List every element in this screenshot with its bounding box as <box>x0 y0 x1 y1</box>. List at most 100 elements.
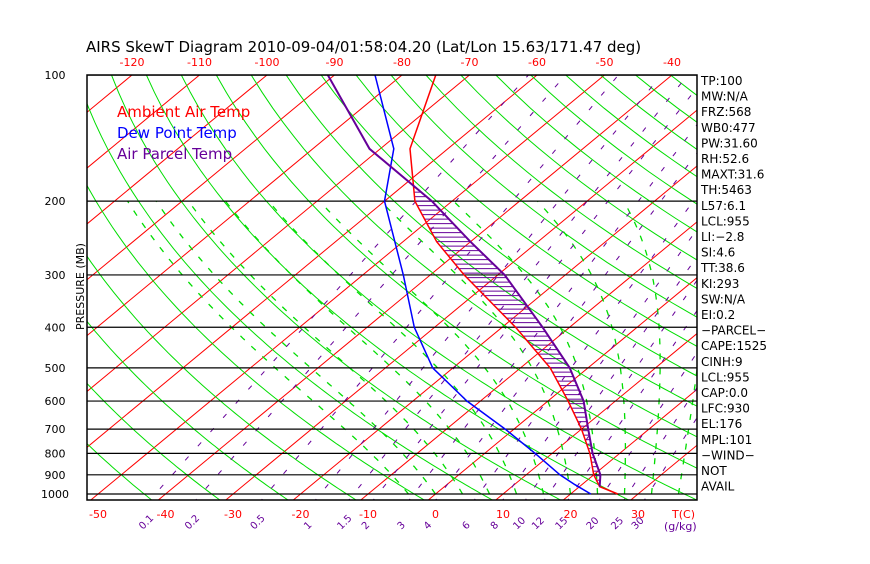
pressure-tick-label: 600 <box>45 395 66 408</box>
mixing-ratio-line <box>313 75 661 503</box>
mixing-ratio-tick-label: 0.5 <box>249 513 268 532</box>
dry-adiabat-line <box>461 75 870 503</box>
legend-entry: Ambient Air Temp <box>117 103 250 121</box>
sounding-index: AVAIL <box>701 480 735 494</box>
legend-entry: Air Parcel Temp <box>117 145 232 163</box>
sounding-index: SW:N/A <box>701 292 746 306</box>
pressure-tick-label: 100 <box>45 69 66 82</box>
bottom-temp-tick-label: -20 <box>292 508 310 521</box>
mixing-ratio-tick-label: 4 <box>422 520 434 532</box>
pressure-tick-label: 200 <box>45 195 66 208</box>
sounding-index: LI:−2.8 <box>701 230 744 244</box>
top-temp-tick-label: -110 <box>187 56 212 69</box>
moist-adiabat-line <box>156 201 435 494</box>
mixing-ratio-unit-label: (g/kg) <box>664 520 697 533</box>
pressure-tick-label: 900 <box>45 469 66 482</box>
top-temp-tick-label: -120 <box>120 56 145 69</box>
sounding-index: PW:31.60 <box>701 136 758 150</box>
sounding-index: KI:293 <box>701 277 739 291</box>
mixing-ratio-line <box>259 75 618 503</box>
mixing-ratio-tick-label: 12 <box>530 515 547 532</box>
sounding-index: CAP:0.0 <box>701 386 748 400</box>
top-temp-tick-label: -90 <box>326 56 344 69</box>
isotherm-line <box>155 56 695 503</box>
sounding-index: LCL:955 <box>701 370 750 384</box>
dry-adiabat-line <box>391 75 870 503</box>
isotherm-line <box>762 56 870 503</box>
mixing-ratio-line <box>523 75 825 503</box>
sounding-index: EL:176 <box>701 417 742 431</box>
sounding-index: MW:N/A <box>701 90 749 104</box>
mixing-ratio-tick-label: 0.2 <box>183 513 202 532</box>
top-temp-tick-label: -50 <box>596 56 614 69</box>
pressure-tick-label: 500 <box>45 362 66 375</box>
mixing-ratio-line <box>542 75 839 503</box>
mixing-ratio-line <box>407 75 735 503</box>
moist-adiabat-line <box>128 201 409 494</box>
sounding-index: NOT <box>701 464 727 478</box>
pressure-tick-label: 700 <box>45 423 66 436</box>
sounding-index: −WIND− <box>701 448 755 462</box>
dry-adiabat-line <box>775 75 870 503</box>
bottom-temp-tick-label: 0 <box>432 508 439 521</box>
sounding-index: CAPE:1525 <box>701 339 767 353</box>
dry-adiabat-line <box>426 75 870 503</box>
top-temp-tick-label: -40 <box>663 56 681 69</box>
top-temp-tick-label: -80 <box>393 56 411 69</box>
moist-adiabat-line <box>269 201 517 494</box>
sounding-index: L57:6.1 <box>701 199 746 213</box>
sounding-index: TH:5463 <box>700 183 752 197</box>
pressure-tick-label: 800 <box>45 447 66 460</box>
mixing-ratio-tick-label: 8 <box>489 520 501 532</box>
isotherm-line <box>425 56 870 503</box>
mixing-ratio-line <box>501 75 808 503</box>
sounding-index: −PARCEL− <box>701 324 766 338</box>
sounding-index: LCL:955 <box>701 214 750 228</box>
mixing-ratio-tick-label: 25 <box>609 515 626 532</box>
dry-adiabat-line <box>321 75 870 503</box>
mixing-ratio-tick-label: 1.5 <box>335 513 354 532</box>
mixing-ratio-tick-label: 2 <box>360 520 372 532</box>
isotherm-line <box>0 56 223 503</box>
moist-adiabat-line <box>225 201 489 494</box>
top-temp-tick-label: -60 <box>528 56 546 69</box>
dry-adiabat-line <box>181 75 703 503</box>
bottom-temp-tick-label: -40 <box>157 508 175 521</box>
mixing-ratio-tick-label: 1 <box>302 520 314 532</box>
mixing-ratio-tick-label: 6 <box>460 520 472 532</box>
pressure-tick-label: 400 <box>45 321 66 334</box>
mixing-ratio-tick-label: 0.1 <box>137 513 156 532</box>
isotherm-line <box>0 56 20 503</box>
mixing-ratio-tick-label: 10 <box>511 515 528 532</box>
isotherm-line <box>20 56 560 503</box>
pressure-tick-label: 300 <box>45 269 66 282</box>
top-temp-tick-label: -100 <box>255 56 280 69</box>
legend-entry: Dew Point Temp <box>117 124 237 142</box>
sounding-index: MPL:101 <box>701 433 752 447</box>
y-axis-label: PRESSURE (MB) <box>74 243 87 330</box>
chart-title: AIRS SkewT Diagram 2010-09-04/01:58:04.2… <box>86 38 641 56</box>
sounding-index: CINH:9 <box>701 355 743 369</box>
bottom-temp-tick-label: -30 <box>224 508 242 521</box>
sounding-index: SI:4.6 <box>701 246 735 260</box>
sounding-index: FRZ:568 <box>701 105 751 119</box>
mixing-ratio-line <box>193 75 565 503</box>
moist-adiabat-line <box>624 201 661 494</box>
sounding-index: TT:38.6 <box>700 261 745 275</box>
dry-adiabat-line <box>810 75 870 503</box>
air-parcel-temp-line <box>328 75 601 487</box>
sounding-index: RH:52.6 <box>701 152 749 166</box>
bottom-temp-tick-label: -10 <box>359 508 377 521</box>
bottom-temp-tick-label: -50 <box>89 508 107 521</box>
bottom-temp-tick-label: 10 <box>496 508 510 521</box>
mixing-ratio-line <box>371 75 707 503</box>
mixing-ratio-tick-label: 20 <box>585 515 602 532</box>
dry-adiabat-line <box>845 75 870 503</box>
dry-adiabat-line <box>740 75 870 503</box>
mixing-ratio-tick-label: 3 <box>396 520 408 532</box>
top-temp-tick-label: -70 <box>461 56 479 69</box>
pressure-tick-label: 1000 <box>41 488 69 501</box>
sounding-index: LFC:930 <box>701 402 750 416</box>
sounding-index: EI:0.2 <box>701 308 735 322</box>
